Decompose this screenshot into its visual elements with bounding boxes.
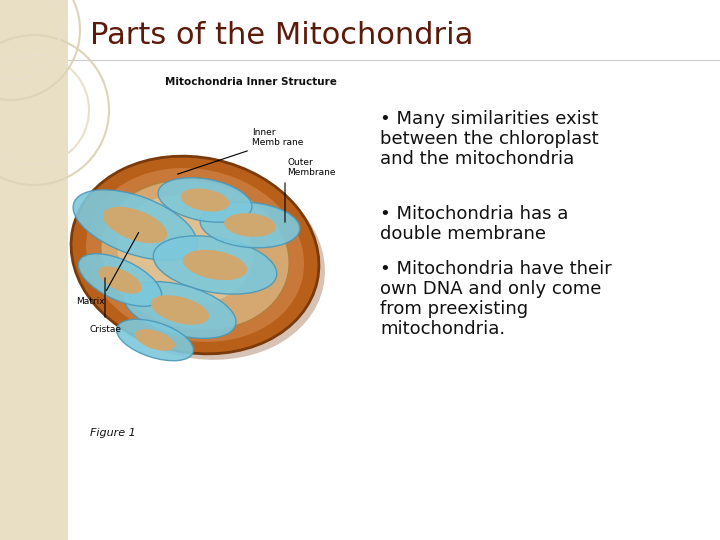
- Ellipse shape: [71, 156, 319, 354]
- Text: • Mitochondria has a: • Mitochondria has a: [380, 205, 568, 223]
- Ellipse shape: [158, 178, 252, 222]
- Text: Figure 1: Figure 1: [90, 428, 136, 438]
- Ellipse shape: [181, 188, 230, 212]
- Text: Inner
Memb rane: Inner Memb rane: [252, 127, 303, 147]
- Text: mitochondria.: mitochondria.: [380, 320, 505, 339]
- Ellipse shape: [86, 168, 304, 342]
- Text: double membrane: double membrane: [380, 225, 546, 243]
- Text: Parts of the Mitochondria: Parts of the Mitochondria: [90, 21, 473, 50]
- Text: • Many similarities exist: • Many similarities exist: [380, 110, 598, 128]
- Ellipse shape: [101, 180, 289, 330]
- Ellipse shape: [78, 254, 162, 306]
- Text: • Mitochondria have their: • Mitochondria have their: [380, 260, 612, 278]
- Ellipse shape: [99, 266, 142, 294]
- Text: Cristae: Cristae: [89, 325, 121, 334]
- Ellipse shape: [117, 195, 253, 305]
- Text: Matrix: Matrix: [76, 297, 104, 306]
- Ellipse shape: [135, 329, 175, 351]
- Ellipse shape: [151, 295, 209, 325]
- Ellipse shape: [183, 250, 247, 280]
- Bar: [0, 0, 68, 540]
- Ellipse shape: [124, 282, 236, 339]
- Ellipse shape: [103, 207, 167, 244]
- Ellipse shape: [200, 202, 300, 248]
- Text: between the chloroplast: between the chloroplast: [380, 130, 598, 148]
- Text: Outer
Membrane: Outer Membrane: [287, 158, 336, 177]
- Text: from preexisting: from preexisting: [380, 300, 528, 318]
- Ellipse shape: [73, 190, 197, 260]
- Ellipse shape: [117, 319, 194, 361]
- Text: own DNA and only come: own DNA and only come: [380, 280, 601, 298]
- Ellipse shape: [153, 236, 276, 294]
- Ellipse shape: [77, 162, 325, 360]
- Ellipse shape: [224, 213, 276, 237]
- Text: and the mitochondria: and the mitochondria: [380, 150, 575, 168]
- Text: Mitochondria Inner Structure: Mitochondria Inner Structure: [165, 77, 337, 87]
